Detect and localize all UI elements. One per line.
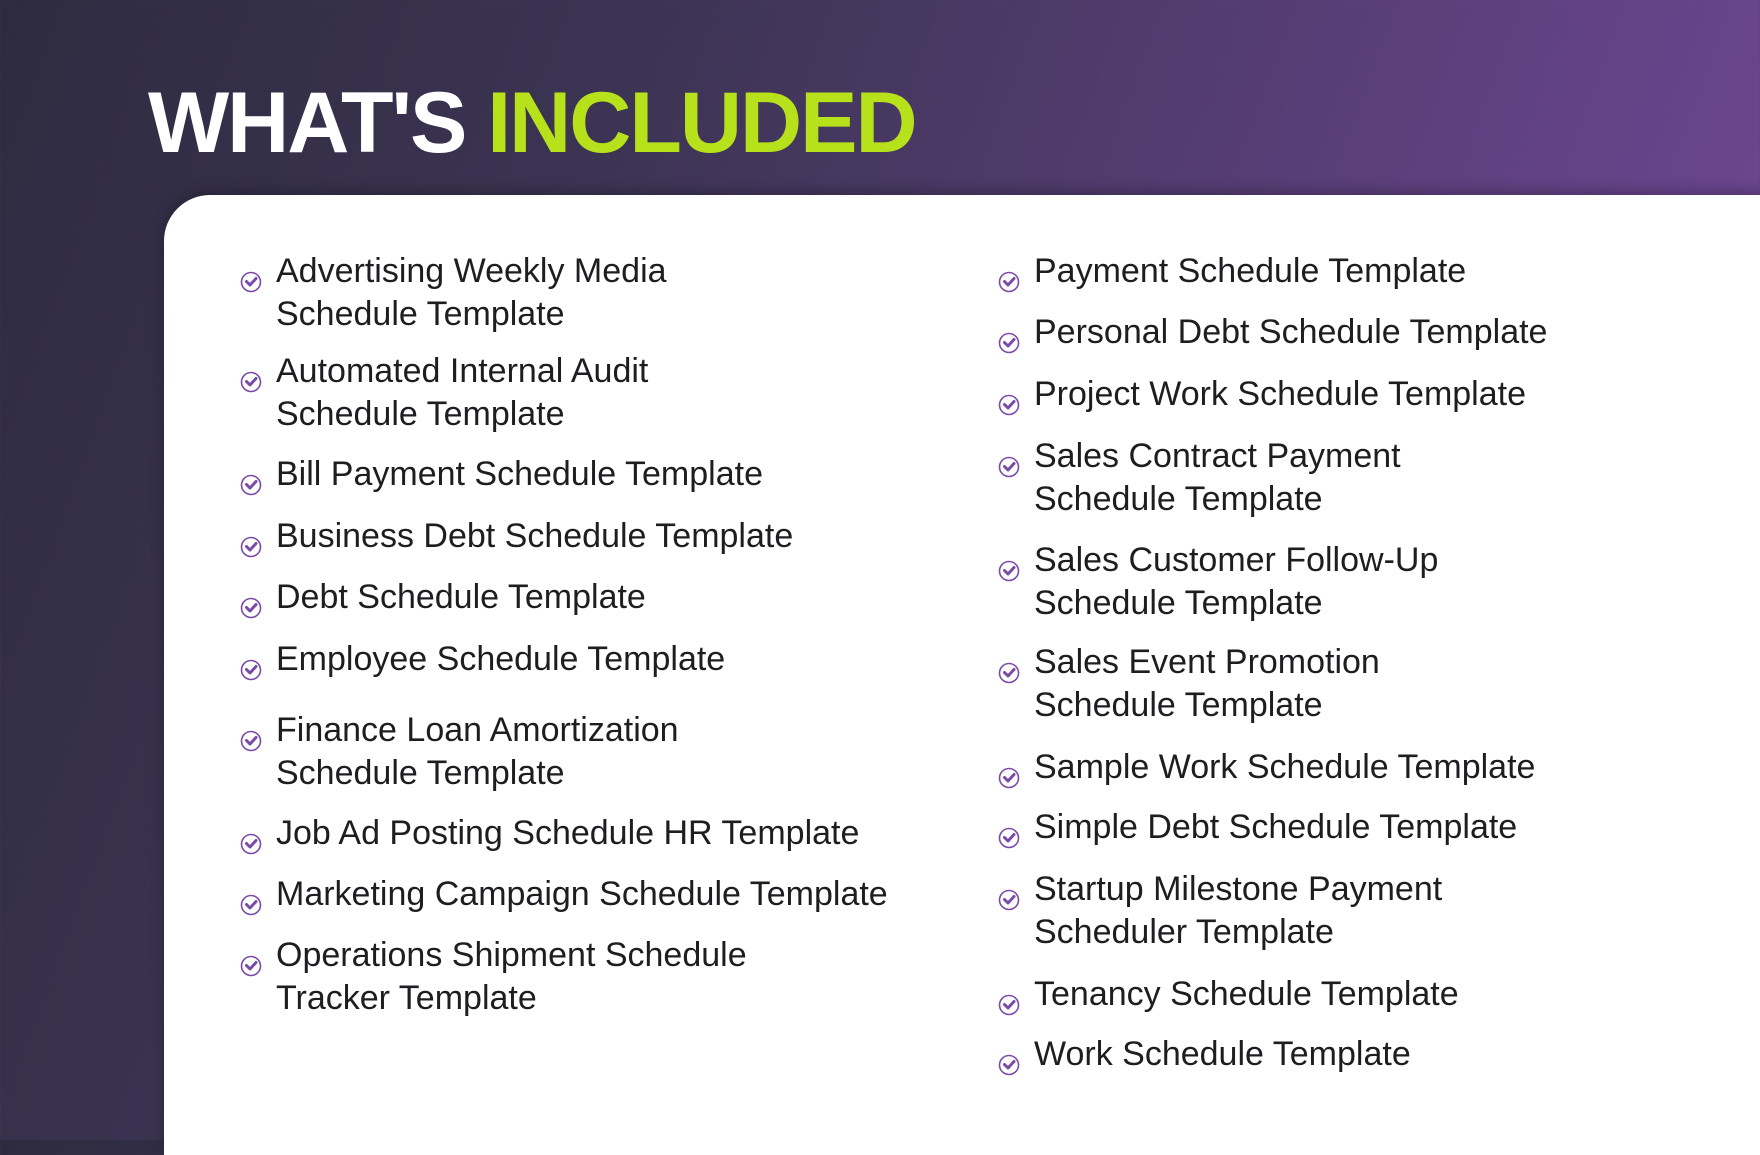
list-item: Personal Debt Schedule Template [998, 311, 1548, 354]
list-item: Employee Schedule Template [240, 638, 726, 681]
list-item: Business Debt Schedule Template [240, 515, 794, 558]
check-circle-icon [240, 945, 262, 977]
list-item-label: Automated Internal Audit Schedule Templa… [276, 352, 649, 433]
check-circle-icon [998, 757, 1020, 789]
check-circle-icon [240, 884, 262, 916]
list-item-label: Personal Debt Schedule Template [1034, 313, 1548, 351]
check-circle-icon [240, 361, 262, 393]
list-item-label: Project Work Schedule Template [1034, 375, 1526, 413]
list-item-label: Startup Milestone Payment Scheduler Temp… [1034, 870, 1443, 951]
list-item-label: Operations Shipment Schedule Tracker Tem… [276, 936, 747, 1017]
check-circle-icon [240, 823, 262, 855]
check-circle-icon [998, 1044, 1020, 1076]
list-item-label: Bill Payment Schedule Template [276, 455, 763, 493]
list-item: Work Schedule Template [998, 1033, 1411, 1076]
list-item-label: Sales Event Promotion Schedule Template [1034, 643, 1380, 724]
list-item: Project Work Schedule Template [998, 373, 1526, 416]
check-circle-icon [998, 652, 1020, 684]
list-item-label: Payment Schedule Template [1034, 252, 1467, 290]
list-item: Advertising Weekly Media Schedule Templa… [240, 250, 667, 336]
list-item: Sales Event Promotion Schedule Template [998, 641, 1380, 727]
check-circle-icon [240, 649, 262, 681]
list-item: Startup Milestone Payment Scheduler Temp… [998, 868, 1443, 954]
check-circle-icon [240, 720, 262, 752]
check-circle-icon [998, 817, 1020, 849]
list-item: Simple Debt Schedule Template [998, 806, 1518, 849]
list-item: Job Ad Posting Schedule HR Template [240, 812, 860, 855]
list-item: Sales Customer Follow-Up Schedule Templa… [998, 539, 1439, 625]
check-circle-icon [998, 879, 1020, 911]
list-item: Operations Shipment Schedule Tracker Tem… [240, 934, 747, 1020]
check-circle-icon [998, 984, 1020, 1016]
list-item: Debt Schedule Template [240, 576, 646, 619]
check-circle-icon [998, 322, 1020, 354]
list-item: Payment Schedule Template [998, 250, 1467, 293]
list-item: Sales Contract Payment Schedule Template [998, 435, 1401, 521]
list-item-label: Advertising Weekly Media Schedule Templa… [276, 252, 667, 333]
list-item-label: Sales Contract Payment Schedule Template [1034, 437, 1401, 518]
list-item: Tenancy Schedule Template [998, 973, 1459, 1016]
check-circle-icon [240, 261, 262, 293]
check-circle-icon [998, 446, 1020, 478]
list-item-label: Sales Customer Follow-Up Schedule Templa… [1034, 541, 1439, 622]
list-item-label: Debt Schedule Template [276, 578, 646, 616]
list-item-label: Simple Debt Schedule Template [1034, 808, 1518, 846]
list-item-label: Work Schedule Template [1034, 1035, 1411, 1073]
check-circle-icon [240, 587, 262, 619]
list-item: Bill Payment Schedule Template [240, 453, 763, 496]
list-item-label: Business Debt Schedule Template [276, 517, 794, 555]
list-item: Sample Work Schedule Template [998, 746, 1536, 789]
page-title: WHAT'S INCLUDED [148, 72, 918, 175]
list-item-label: Tenancy Schedule Template [1034, 975, 1459, 1013]
list-item: Automated Internal Audit Schedule Templa… [240, 350, 649, 436]
check-circle-icon [998, 384, 1020, 416]
list-item-label: Marketing Campaign Schedule Template [276, 875, 888, 913]
list-item: Marketing Campaign Schedule Template [240, 873, 888, 916]
list-item-label: Sample Work Schedule Template [1034, 748, 1536, 786]
list-item: Finance Loan Amortization Schedule Templ… [240, 709, 679, 795]
list-item-label: Finance Loan Amortization Schedule Templ… [276, 711, 679, 792]
title-accent: INCLUDED [487, 75, 917, 171]
check-circle-icon [998, 550, 1020, 582]
check-circle-icon [240, 464, 262, 496]
list-item-label: Job Ad Posting Schedule HR Template [276, 814, 860, 852]
included-list-card: Advertising Weekly Media Schedule Templa… [164, 195, 1760, 1155]
title-white: WHAT'S [148, 75, 467, 171]
list-item-label: Employee Schedule Template [276, 640, 726, 678]
check-circle-icon [240, 526, 262, 558]
check-circle-icon [998, 261, 1020, 293]
